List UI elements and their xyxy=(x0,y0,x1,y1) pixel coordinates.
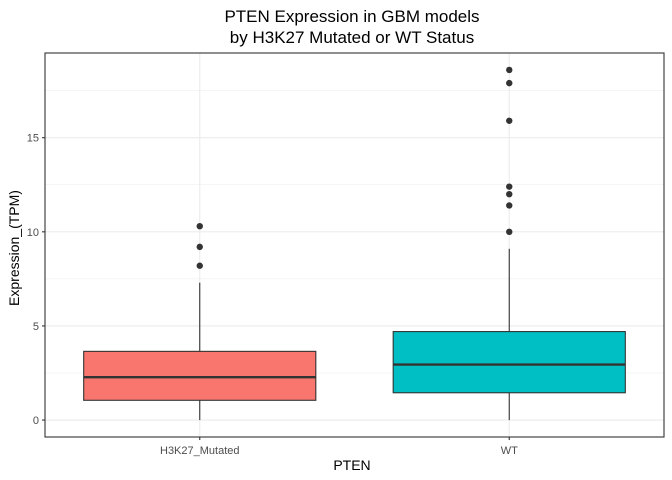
outlier-point xyxy=(506,117,513,124)
outlier-point xyxy=(506,202,513,209)
x-axis-title: PTEN xyxy=(333,457,370,473)
x-tick-label: H3K27_Mutated xyxy=(160,445,240,457)
outlier-point xyxy=(506,66,513,74)
plot-panel: 0 5 10 15 H3K27_Mutated WT xyxy=(27,52,665,457)
outlier-point xyxy=(196,262,203,269)
y-axis-title: Expression_(TPM) xyxy=(6,190,22,306)
outlier-point xyxy=(196,243,203,251)
chart-title: PTEN Expression in GBM models xyxy=(224,7,479,26)
outlier-point xyxy=(506,190,513,198)
y-tick-label: 10 xyxy=(27,227,39,239)
outlier-point xyxy=(506,183,513,190)
chart-subtitle: by H3K27 Mutated or WT Status xyxy=(230,28,474,47)
y-tick-label: 0 xyxy=(33,415,39,427)
panel-border xyxy=(44,52,665,438)
outlier-point xyxy=(196,222,203,230)
x-tick-label: WT xyxy=(501,445,518,457)
box-WT xyxy=(392,331,626,394)
outlier-point xyxy=(506,79,513,87)
outlier-point xyxy=(506,228,513,236)
box-H3K27_Mutated xyxy=(83,350,317,401)
y-tick-label: 15 xyxy=(27,133,39,145)
y-tick-label: 5 xyxy=(33,321,39,333)
